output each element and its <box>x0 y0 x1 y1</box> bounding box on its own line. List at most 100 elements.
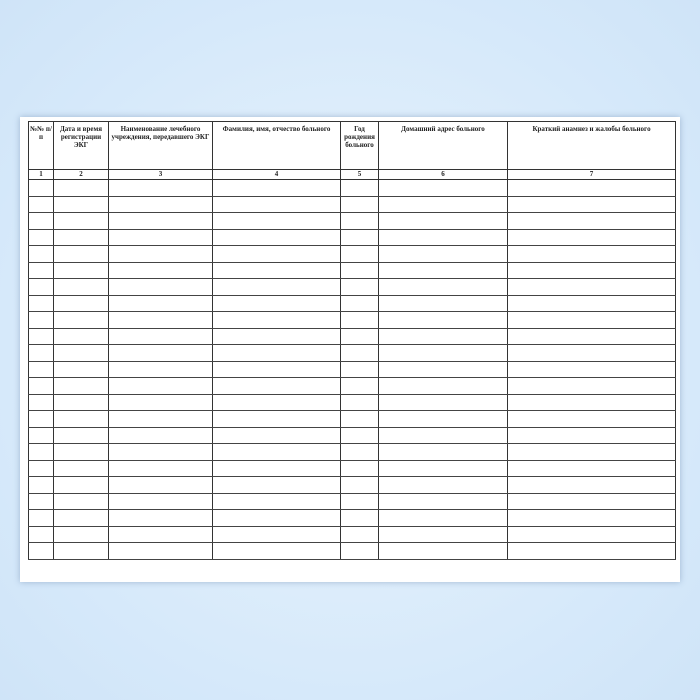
table-row <box>28 410 676 428</box>
header-address: Домашний адрес больного <box>378 121 508 170</box>
empty-cell <box>28 509 54 527</box>
empty-cell <box>28 542 54 560</box>
empty-cell <box>340 410 379 428</box>
table-row <box>28 393 676 411</box>
empty-cell <box>340 278 379 296</box>
table-row <box>28 459 676 477</box>
empty-cell <box>108 393 213 411</box>
empty-cell <box>340 195 379 213</box>
header-anamnesis: Краткий анамнез и жалобы больного <box>507 121 676 170</box>
empty-cell <box>378 344 508 362</box>
empty-cell <box>108 261 213 279</box>
column-number: 4 <box>212 169 341 180</box>
table-row <box>28 377 676 395</box>
empty-cell <box>53 426 109 444</box>
empty-cell <box>53 344 109 362</box>
empty-cell <box>108 179 213 197</box>
empty-cell <box>28 476 54 494</box>
empty-cell <box>378 492 508 510</box>
empty-cell <box>53 179 109 197</box>
empty-cell <box>212 542 341 560</box>
empty-cell <box>28 492 54 510</box>
empty-cell <box>53 261 109 279</box>
journal-page: №№ п/п Дата и время регистрации ЭКГ Наим… <box>20 117 680 582</box>
empty-cell <box>53 459 109 477</box>
empty-cell <box>340 179 379 197</box>
empty-cell <box>378 212 508 230</box>
empty-cell <box>212 360 341 378</box>
empty-cell <box>212 278 341 296</box>
empty-cell <box>53 410 109 428</box>
empty-cell <box>507 492 676 510</box>
empty-cell <box>378 179 508 197</box>
empty-cell <box>507 195 676 213</box>
empty-cell <box>212 426 341 444</box>
empty-cell <box>378 245 508 263</box>
empty-cell <box>507 443 676 461</box>
empty-cell <box>28 212 54 230</box>
empty-cell <box>507 393 676 411</box>
empty-cell <box>28 525 54 543</box>
empty-cell <box>378 377 508 395</box>
empty-cell <box>340 261 379 279</box>
empty-cell <box>507 245 676 263</box>
empty-cell <box>340 525 379 543</box>
empty-cell <box>28 393 54 411</box>
empty-cell <box>28 360 54 378</box>
empty-cell <box>28 294 54 312</box>
empty-cell <box>378 476 508 494</box>
empty-cell <box>378 327 508 345</box>
table-row <box>28 179 676 197</box>
empty-cell <box>108 228 213 246</box>
empty-cell <box>28 179 54 197</box>
empty-cell <box>108 492 213 510</box>
empty-cell <box>212 525 341 543</box>
empty-cell <box>340 344 379 362</box>
empty-cell <box>28 278 54 296</box>
empty-cell <box>53 509 109 527</box>
empty-cell <box>28 245 54 263</box>
table-row <box>28 212 676 230</box>
table-row <box>28 327 676 345</box>
empty-cell <box>108 525 213 543</box>
empty-cell <box>53 443 109 461</box>
empty-cell <box>340 377 379 395</box>
empty-cell <box>212 393 341 411</box>
empty-cell <box>507 344 676 362</box>
column-number: 6 <box>378 169 508 180</box>
empty-cell <box>108 327 213 345</box>
table-row <box>28 228 676 246</box>
empty-cell <box>507 278 676 296</box>
empty-cell <box>108 278 213 296</box>
empty-cell <box>378 261 508 279</box>
header-birth-year: Год рождения больного <box>340 121 379 170</box>
empty-cell <box>212 459 341 477</box>
empty-cell <box>378 195 508 213</box>
table-row <box>28 278 676 296</box>
empty-cell <box>212 245 341 263</box>
empty-cell <box>108 212 213 230</box>
empty-cell <box>378 542 508 560</box>
column-number: 3 <box>108 169 213 180</box>
empty-cell <box>340 327 379 345</box>
empty-cell <box>108 443 213 461</box>
header-date: Дата и время регистрации ЭКГ <box>53 121 109 170</box>
empty-cell <box>378 426 508 444</box>
empty-cell <box>53 245 109 263</box>
empty-cell <box>507 311 676 329</box>
empty-cell <box>378 311 508 329</box>
empty-cell <box>53 525 109 543</box>
empty-cell <box>108 360 213 378</box>
table-row <box>28 525 676 543</box>
empty-cell <box>340 542 379 560</box>
table-row <box>28 195 676 213</box>
empty-cell <box>340 492 379 510</box>
empty-cell <box>53 360 109 378</box>
empty-cell <box>507 228 676 246</box>
empty-cell <box>507 426 676 444</box>
empty-cell <box>507 212 676 230</box>
empty-cell <box>507 294 676 312</box>
empty-cell <box>378 459 508 477</box>
empty-cell <box>340 393 379 411</box>
empty-cell <box>340 228 379 246</box>
